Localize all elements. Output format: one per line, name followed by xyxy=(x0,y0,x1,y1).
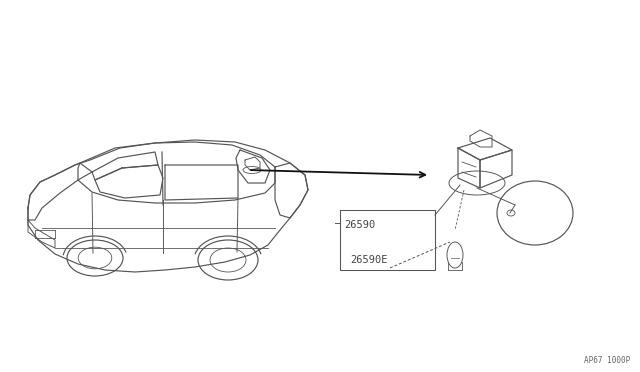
Text: 26590E: 26590E xyxy=(350,255,387,265)
Text: 26590: 26590 xyxy=(344,220,375,230)
Text: AP67 1000P: AP67 1000P xyxy=(584,356,630,365)
